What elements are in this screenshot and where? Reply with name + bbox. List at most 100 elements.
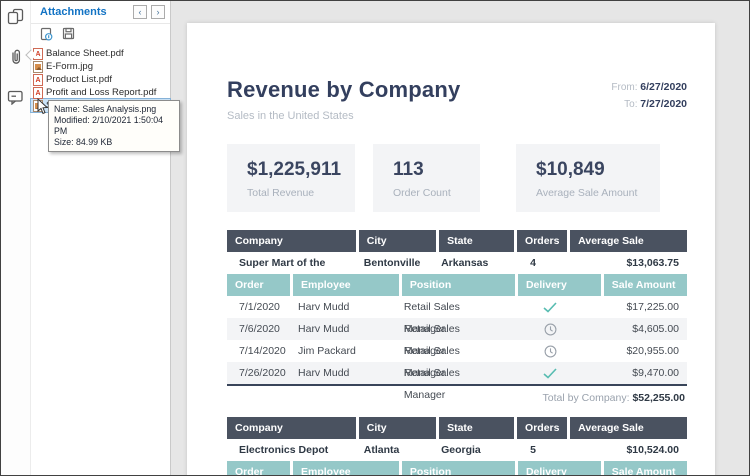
- to-value: 7/27/2020: [640, 98, 687, 110]
- from-label: From:: [611, 82, 637, 93]
- tooltip-size-line: Size: 84.99 KB: [54, 137, 174, 148]
- image-file-icon: [33, 61, 43, 73]
- file-info-tooltip: Name: Sales Analysis.png Modified: 2/10/…: [48, 100, 180, 152]
- company-state: Arkansas: [433, 252, 508, 274]
- kpi-value: 113: [393, 159, 480, 181]
- mouse-cursor: [37, 98, 49, 120]
- pdf-viewer-window: Attachments ‹ ›: [0, 0, 750, 476]
- company-city: Bentonville: [356, 252, 433, 274]
- table-row: 7/14/2020 Jim Packard Retail Sales Manag…: [227, 340, 687, 362]
- col-city: City: [359, 230, 436, 252]
- pdf-file-icon: A: [33, 87, 43, 99]
- col-order-date: Order Date: [227, 461, 290, 475]
- group-total-row: Total by Company: $52,255.00: [227, 386, 687, 408]
- total-label: Total by Company:: [543, 392, 630, 404]
- kpi-label: Total Revenue: [247, 187, 355, 199]
- delivered-icon: [509, 362, 592, 384]
- report-subtitle: Sales in the United States: [227, 110, 460, 122]
- kpi-total-revenue: $1,225,911 Total Revenue: [227, 144, 355, 212]
- file-item-balance-sheet[interactable]: A Balance Sheet.pdf: [31, 47, 170, 60]
- col-position: Position: [402, 461, 515, 475]
- report-header: Revenue by Company Sales in the United S…: [227, 77, 687, 122]
- company-group-table: Company City State Orders Average Sale A…: [227, 230, 687, 408]
- pdf-file-icon: A: [33, 74, 43, 86]
- paperclip-icon: [8, 48, 24, 71]
- col-employee: Employee: [293, 274, 399, 296]
- report-title: Revenue by Company: [227, 77, 460, 103]
- col-sale-amount: Sale Amount: [604, 461, 687, 475]
- report-date-range: From: 6/27/2020 To: 7/27/2020: [611, 79, 687, 113]
- file-item-product-list[interactable]: A Product List.pdf: [31, 73, 170, 86]
- file-item-profit-loss[interactable]: A Profit and Loss Report.pdf: [31, 86, 170, 99]
- delivered-icon: [509, 296, 592, 318]
- file-name: Profit and Loss Report.pdf: [46, 87, 156, 98]
- company-avg-sale: $13,063.75: [558, 252, 687, 274]
- col-avg-sale: Average Sale Amount: [570, 230, 687, 252]
- report-page: Revenue by Company Sales in the United S…: [187, 23, 715, 475]
- kpi-label: Order Count: [393, 187, 480, 199]
- col-employee: Employee: [293, 461, 399, 475]
- kpi-value: $10,849: [536, 159, 660, 181]
- file-name: E-Form.jpg: [46, 61, 93, 72]
- col-company: Company: [227, 417, 356, 439]
- document-area: Revenue by Company Sales in the United S…: [171, 1, 749, 475]
- col-orders: Orders: [517, 417, 567, 439]
- attachments-panel-header: Attachments ‹ ›: [31, 1, 170, 24]
- detail-header-row: Order Date Employee Position Delivery St…: [227, 274, 687, 296]
- company-avg-sale: $10,524.00: [558, 439, 687, 461]
- prev-attachment-button[interactable]: ‹: [133, 5, 147, 19]
- col-company: Company: [227, 230, 356, 252]
- company-name: Electronics Depot: [227, 439, 356, 461]
- pending-icon: [509, 340, 592, 362]
- table-row: 7/1/2020 Harv Mudd Retail Sales Manager …: [227, 296, 687, 318]
- detail-rows: 7/1/2020 Harv Mudd Retail Sales Manager …: [227, 296, 687, 386]
- table-row: 7/26/2020 Harv Mudd Retail Sales Manager…: [227, 362, 687, 384]
- company-name: Super Mart of the West: [227, 252, 356, 274]
- page-thumbnails-button[interactable]: [6, 9, 26, 29]
- tooltip-modified-line: Modified: 2/10/2021 1:50:04 PM: [54, 115, 174, 137]
- open-attachment-button[interactable]: [39, 28, 53, 42]
- kpi-label: Average Sale Amount: [536, 187, 660, 199]
- next-attachment-button[interactable]: ›: [151, 5, 165, 19]
- company-state: Georgia: [433, 439, 508, 461]
- attachments-panel-title: Attachments: [40, 6, 129, 18]
- viewer-sidebar: [1, 1, 31, 475]
- company-group-table: Company City State Orders Average Sale A…: [227, 417, 687, 475]
- file-name: Balance Sheet.pdf: [46, 48, 124, 59]
- company-summary-row: Super Mart of the West Bentonville Arkan…: [227, 252, 687, 274]
- comment-icon: [7, 89, 24, 110]
- company-orders: 5: [508, 439, 558, 461]
- kpi-average-sale: $10,849 Average Sale Amount: [516, 144, 660, 212]
- open-attachment-icon: [40, 27, 53, 44]
- company-header-row: Company City State Orders Average Sale A…: [227, 417, 687, 439]
- col-delivery-status: Delivery Status: [518, 461, 601, 475]
- file-item-e-form[interactable]: E-Form.jpg: [31, 60, 170, 73]
- save-attachment-button[interactable]: [61, 28, 75, 42]
- company-orders: 4: [508, 252, 558, 274]
- col-avg-sale: Average Sale Amount: [570, 417, 687, 439]
- save-icon: [62, 27, 75, 43]
- attachments-toolbar: [31, 24, 170, 46]
- col-state: State: [439, 230, 514, 252]
- kpi-row: $1,225,911 Total Revenue 113 Order Count…: [227, 144, 687, 212]
- attachments-button[interactable]: [6, 49, 26, 69]
- col-city: City: [359, 417, 436, 439]
- company-city: Atlanta: [356, 439, 433, 461]
- from-value: 6/27/2020: [640, 81, 687, 93]
- company-summary-row: Electronics Depot Atlanta Georgia 5 $10,…: [227, 439, 687, 461]
- table-row: 7/6/2020 Harv Mudd Retail Sales Manager …: [227, 318, 687, 340]
- col-state: State: [439, 417, 514, 439]
- col-order-date: Order Date: [227, 274, 290, 296]
- kpi-order-count: 113 Order Count: [373, 144, 480, 212]
- col-delivery-status: Delivery Status: [518, 274, 601, 296]
- col-position: Position: [402, 274, 515, 296]
- tooltip-name-line: Name: Sales Analysis.png: [54, 104, 174, 115]
- comments-button[interactable]: [6, 89, 26, 109]
- col-sale-amount: Sale Amount: [604, 274, 687, 296]
- total-value: $52,255.00: [632, 392, 685, 404]
- to-label: To:: [624, 99, 637, 110]
- file-name: Product List.pdf: [46, 74, 112, 85]
- col-orders: Orders: [517, 230, 567, 252]
- kpi-value: $1,225,911: [247, 159, 355, 181]
- pages-icon: [7, 8, 24, 30]
